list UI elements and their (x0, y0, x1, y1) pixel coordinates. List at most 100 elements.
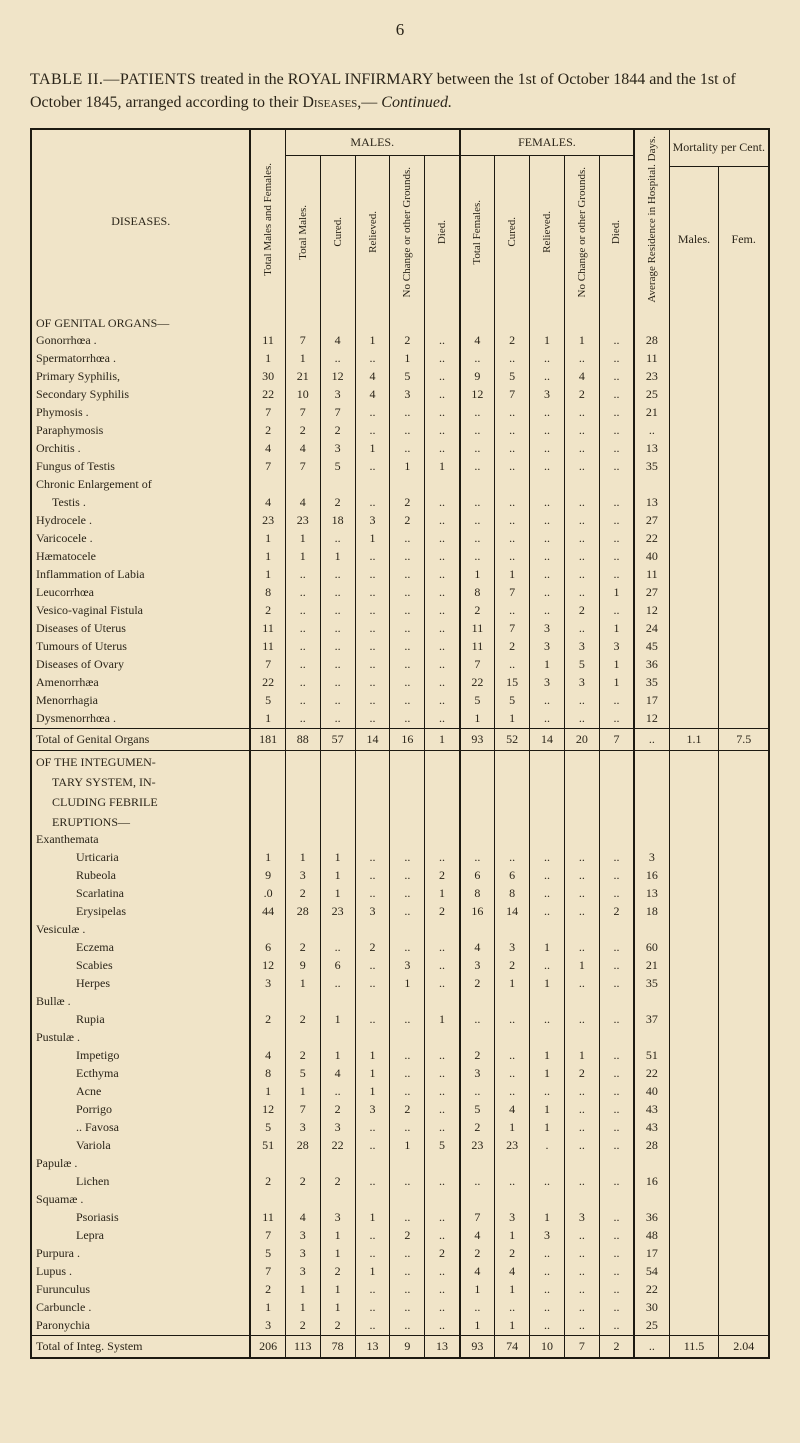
table-row: Diseases of Ovary7..........7..15136 (31, 656, 769, 674)
disease-cell: Squamæ . (31, 1191, 250, 1209)
cell: .. (355, 350, 390, 368)
table-row: Porrigo127232..541....43 (31, 1101, 769, 1119)
cell: 3 (460, 957, 495, 975)
disease-cell: Impetigo (31, 1047, 250, 1065)
cell: 7 (495, 386, 530, 404)
cell: 1 (320, 1047, 355, 1065)
cell: .. (460, 458, 495, 476)
cell: 2 (250, 1173, 285, 1191)
cell: .. (425, 584, 460, 602)
cell: .. (599, 1047, 634, 1065)
cell (669, 422, 719, 440)
cell: 13 (355, 1335, 390, 1358)
cell (460, 476, 495, 494)
cell (564, 750, 599, 771)
cell: .. (564, 458, 599, 476)
cell: 6 (460, 867, 495, 885)
cell (669, 404, 719, 422)
cell: .. (530, 1281, 565, 1299)
cell (669, 566, 719, 584)
cell: 2 (285, 1011, 320, 1029)
cell (719, 867, 769, 885)
cell: 1 (320, 1245, 355, 1263)
cell: 1 (599, 584, 634, 602)
cell (669, 584, 719, 602)
cell (425, 771, 460, 791)
col-m-nochange: No Change or other Grounds. (390, 156, 425, 312)
disease-cell: Variola (31, 1137, 250, 1155)
cell (355, 831, 390, 849)
cell: 5 (250, 692, 285, 710)
cell (669, 386, 719, 404)
table-row: .. Favosa533......211....43 (31, 1119, 769, 1137)
cell: 1 (495, 975, 530, 993)
cell: 1 (495, 1119, 530, 1137)
cell (719, 332, 769, 350)
cell (719, 458, 769, 476)
cell: 51 (250, 1137, 285, 1155)
cell: .. (564, 512, 599, 530)
cell: 1 (599, 674, 634, 692)
cell (669, 692, 719, 710)
cell: 1 (425, 458, 460, 476)
disease-cell: Psoriasis (31, 1209, 250, 1227)
cell: 1 (495, 1281, 530, 1299)
cell: 7 (460, 1209, 495, 1227)
cell (495, 1029, 530, 1047)
cell (669, 1083, 719, 1101)
disease-cell: .. Favosa (31, 1119, 250, 1137)
cell (530, 791, 565, 811)
cell (669, 458, 719, 476)
cell: 28 (285, 1137, 320, 1155)
table-row: Diseases of Uterus11..........1173..124 (31, 620, 769, 638)
table-row: Bullæ . (31, 993, 769, 1011)
cell (719, 710, 769, 729)
cell: 1 (530, 1209, 565, 1227)
cell (495, 921, 530, 939)
cell: .. (355, 458, 390, 476)
cell: .. (530, 602, 565, 620)
label: Relieved. (367, 207, 379, 257)
cell (390, 312, 425, 332)
cell: 13 (634, 885, 669, 903)
cell: .. (460, 1299, 495, 1317)
cell: 1 (285, 1281, 320, 1299)
cell: 22 (250, 674, 285, 692)
cell: .. (530, 1173, 565, 1191)
cell: .. (564, 584, 599, 602)
table-row: Acne11..1..............40 (31, 1083, 769, 1101)
cell (285, 1191, 320, 1209)
cell: 8 (250, 584, 285, 602)
cell (460, 1029, 495, 1047)
cell (250, 771, 285, 791)
cell (355, 1191, 390, 1209)
cell: 4 (320, 332, 355, 350)
cell: 22 (320, 1137, 355, 1155)
cell: .. (355, 674, 390, 692)
cell: .. (320, 620, 355, 638)
cell (320, 791, 355, 811)
cell (719, 386, 769, 404)
table-row: Scabies1296..3..32..1..21 (31, 957, 769, 975)
cell: .. (530, 867, 565, 885)
cell: .. (460, 1011, 495, 1029)
cell: 1 (355, 1083, 390, 1101)
cell (669, 975, 719, 993)
cell: 3 (320, 1209, 355, 1227)
cell (320, 921, 355, 939)
cell: 22 (634, 1281, 669, 1299)
cell (719, 602, 769, 620)
cell: .. (355, 849, 390, 867)
cell: 2 (495, 957, 530, 975)
table-row: Amenorrhæa22..........221533135 (31, 674, 769, 692)
col-tm: Total Males. (285, 156, 320, 312)
cell (719, 476, 769, 494)
cell: .. (599, 566, 634, 584)
cell: 7 (250, 1263, 285, 1281)
cell: 28 (285, 903, 320, 921)
label: No Change or other Grounds. (401, 163, 413, 301)
table-row: Spermatorrhœa .11....1............11 (31, 350, 769, 368)
cell: 2 (285, 1047, 320, 1065)
table-row: Lichen222................16 (31, 1173, 769, 1191)
label: Cured. (332, 213, 344, 251)
